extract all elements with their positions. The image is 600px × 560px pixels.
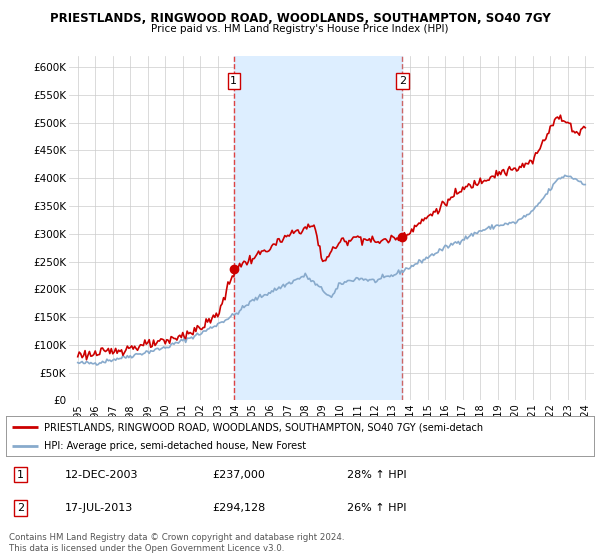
Text: Contains HM Land Registry data © Crown copyright and database right 2024.
This d: Contains HM Land Registry data © Crown c… (9, 533, 344, 553)
Text: 2: 2 (398, 76, 406, 86)
Text: 1: 1 (17, 470, 24, 479)
Text: 17-JUL-2013: 17-JUL-2013 (65, 503, 133, 513)
Text: 26% ↑ HPI: 26% ↑ HPI (347, 503, 407, 513)
Text: 28% ↑ HPI: 28% ↑ HPI (347, 470, 407, 479)
Text: Price paid vs. HM Land Registry's House Price Index (HPI): Price paid vs. HM Land Registry's House … (151, 24, 449, 34)
Text: £294,128: £294,128 (212, 503, 265, 513)
Text: PRIESTLANDS, RINGWOOD ROAD, WOODLANDS, SOUTHAMPTON, SO40 7GY: PRIESTLANDS, RINGWOOD ROAD, WOODLANDS, S… (50, 12, 550, 25)
Text: 2: 2 (17, 503, 24, 513)
Text: HPI: Average price, semi-detached house, New Forest: HPI: Average price, semi-detached house,… (44, 441, 307, 451)
Text: £237,000: £237,000 (212, 470, 265, 479)
Text: PRIESTLANDS, RINGWOOD ROAD, WOODLANDS, SOUTHAMPTON, SO40 7GY (semi-detach: PRIESTLANDS, RINGWOOD ROAD, WOODLANDS, S… (44, 422, 484, 432)
Bar (234, 56, 402, 400)
Text: 1: 1 (230, 76, 237, 86)
Text: 12-DEC-2003: 12-DEC-2003 (65, 470, 139, 479)
